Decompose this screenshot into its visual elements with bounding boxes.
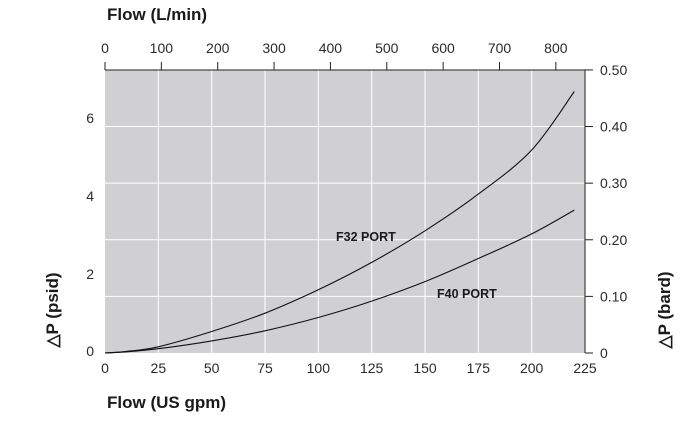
axis-ticks	[104, 62, 593, 354]
top-axis-title: Flow (L/min)	[107, 5, 207, 24]
x-gpm-tick-label: 50	[204, 360, 220, 376]
x-gpm-tick-label: 175	[467, 360, 491, 376]
x-gpm-tick-label: 25	[151, 360, 167, 376]
series-line-f40-port	[104, 209, 575, 354]
y-psid-tick-label: 4	[86, 188, 94, 204]
plot-area	[105, 70, 585, 353]
x-lpm-tick-label: 0	[101, 40, 109, 56]
y-bar-tick-label: 0.30	[600, 175, 627, 191]
x-lpm-tick-label: 600	[431, 40, 455, 56]
x-lpm-tick-label: 200	[206, 40, 230, 56]
series-curves	[104, 91, 575, 354]
y-bar-tick-label: 0.40	[600, 119, 627, 135]
bottom-axis-title: Flow (US gpm)	[107, 393, 226, 412]
x-lpm-tick-label: 500	[375, 40, 399, 56]
x-lpm-tick-label: 100	[150, 40, 174, 56]
x-lpm-tick-label: 700	[488, 40, 512, 56]
x-lpm-tick-label: 300	[262, 40, 286, 56]
y-psid-tick-label: 6	[86, 110, 94, 126]
left-axis-title: △P (psid)	[43, 272, 62, 348]
grid-lines	[105, 70, 585, 353]
right-axis-title: △P (bard)	[655, 272, 674, 350]
y-psid-tick-label: 2	[86, 266, 94, 282]
x-lpm-tick-label: 400	[319, 40, 343, 56]
x-gpm-tick-label: 100	[307, 360, 331, 376]
series-label-f32: F32 PORT	[336, 230, 396, 244]
y-bar-tick-label: 0.10	[600, 288, 627, 304]
x-gpm-tick-label: 0	[101, 360, 109, 376]
x-gpm-tick-label: 75	[257, 360, 273, 376]
y-bar-tick-label: 0.20	[600, 232, 627, 248]
x-gpm-tick-label: 150	[413, 360, 437, 376]
x-gpm-tick-label: 125	[360, 360, 384, 376]
y-psid-tick-label: 0	[86, 343, 94, 359]
x-lpm-tick-label: 800	[544, 40, 568, 56]
series-line-f32-port	[104, 91, 575, 354]
series-label-f40: F40 PORT	[437, 287, 497, 301]
y-bar-tick-label: 0.50	[600, 62, 627, 78]
x-gpm-tick-label: 200	[520, 360, 544, 376]
y-bar-tick-label: 0	[600, 345, 608, 361]
x-gpm-tick-label: 225	[573, 360, 597, 376]
